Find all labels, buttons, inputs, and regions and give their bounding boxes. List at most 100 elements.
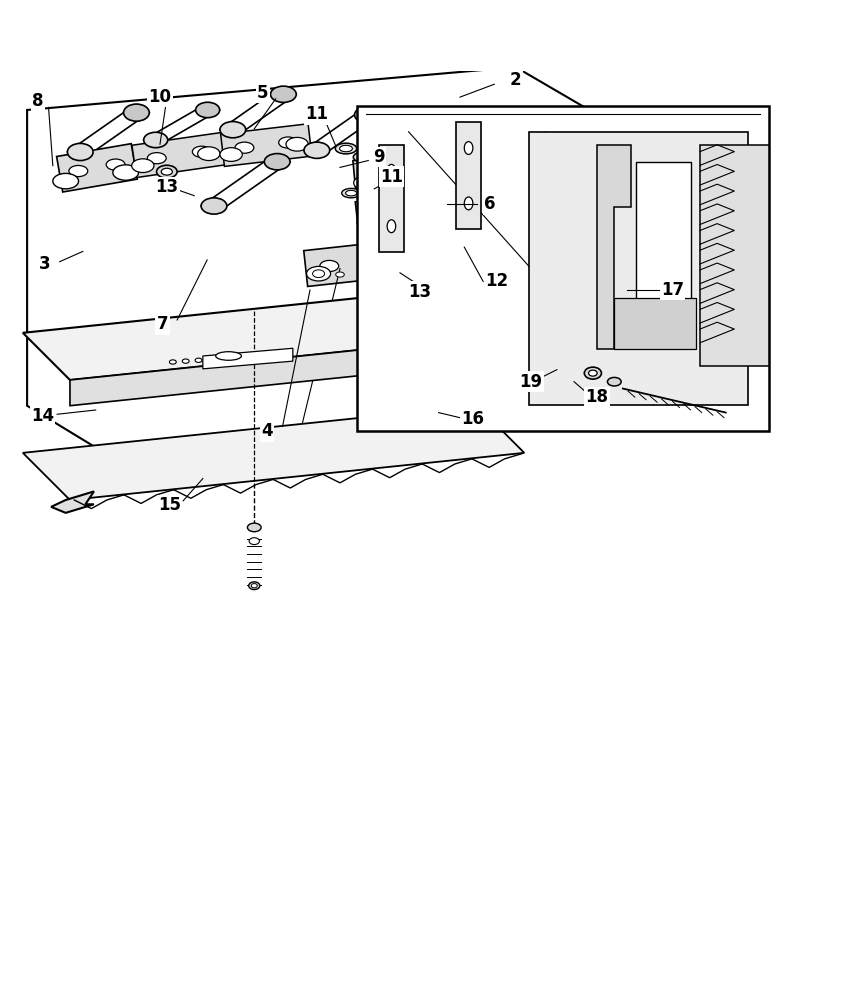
Ellipse shape bbox=[335, 272, 344, 277]
Polygon shape bbox=[23, 286, 525, 380]
Ellipse shape bbox=[358, 154, 371, 160]
Text: 7: 7 bbox=[157, 315, 169, 333]
Ellipse shape bbox=[427, 404, 438, 411]
Ellipse shape bbox=[370, 211, 389, 222]
Ellipse shape bbox=[387, 220, 396, 233]
Ellipse shape bbox=[264, 154, 290, 170]
Ellipse shape bbox=[419, 208, 441, 221]
Ellipse shape bbox=[220, 122, 246, 138]
Ellipse shape bbox=[359, 179, 372, 186]
Ellipse shape bbox=[363, 199, 374, 204]
Ellipse shape bbox=[195, 358, 202, 362]
Ellipse shape bbox=[162, 168, 172, 175]
Polygon shape bbox=[378, 145, 404, 252]
Ellipse shape bbox=[354, 107, 380, 123]
Ellipse shape bbox=[425, 211, 435, 218]
Ellipse shape bbox=[418, 169, 442, 183]
Ellipse shape bbox=[169, 360, 176, 364]
Ellipse shape bbox=[124, 104, 150, 121]
Ellipse shape bbox=[304, 142, 329, 158]
Polygon shape bbox=[614, 298, 696, 349]
Ellipse shape bbox=[340, 145, 353, 152]
Polygon shape bbox=[28, 67, 618, 466]
Ellipse shape bbox=[198, 147, 220, 161]
Ellipse shape bbox=[380, 223, 390, 229]
Text: 2: 2 bbox=[510, 71, 521, 89]
Ellipse shape bbox=[335, 143, 357, 154]
Ellipse shape bbox=[367, 255, 386, 266]
Ellipse shape bbox=[248, 523, 261, 532]
Text: 15: 15 bbox=[158, 496, 181, 514]
Polygon shape bbox=[355, 192, 449, 236]
Polygon shape bbox=[353, 152, 449, 196]
Ellipse shape bbox=[286, 137, 308, 151]
Ellipse shape bbox=[251, 584, 257, 588]
Ellipse shape bbox=[67, 143, 93, 161]
Ellipse shape bbox=[106, 159, 125, 170]
Polygon shape bbox=[529, 132, 748, 405]
Text: 13: 13 bbox=[156, 178, 178, 196]
Text: 11: 11 bbox=[380, 168, 403, 186]
Polygon shape bbox=[57, 144, 138, 192]
Text: 18: 18 bbox=[586, 388, 609, 406]
Ellipse shape bbox=[607, 377, 621, 386]
Text: 10: 10 bbox=[149, 88, 171, 106]
Text: 19: 19 bbox=[519, 373, 543, 391]
Ellipse shape bbox=[359, 197, 378, 206]
Ellipse shape bbox=[312, 270, 324, 278]
Ellipse shape bbox=[415, 206, 434, 217]
Ellipse shape bbox=[368, 171, 387, 182]
Text: 8: 8 bbox=[33, 92, 44, 110]
Text: 5: 5 bbox=[257, 84, 268, 102]
Ellipse shape bbox=[220, 148, 243, 161]
Text: 14: 14 bbox=[31, 407, 54, 425]
Ellipse shape bbox=[216, 352, 242, 360]
Bar bbox=[357, 106, 769, 431]
Ellipse shape bbox=[147, 153, 166, 164]
Ellipse shape bbox=[415, 167, 433, 178]
Ellipse shape bbox=[271, 86, 296, 102]
Ellipse shape bbox=[157, 165, 177, 178]
Ellipse shape bbox=[584, 367, 601, 379]
Ellipse shape bbox=[201, 198, 227, 214]
Text: 16: 16 bbox=[461, 410, 484, 428]
Text: 13: 13 bbox=[408, 283, 431, 301]
Ellipse shape bbox=[341, 188, 360, 198]
Ellipse shape bbox=[376, 220, 395, 232]
Ellipse shape bbox=[279, 137, 298, 148]
Ellipse shape bbox=[196, 102, 219, 118]
Ellipse shape bbox=[132, 159, 154, 173]
Ellipse shape bbox=[182, 359, 189, 363]
Ellipse shape bbox=[377, 261, 389, 269]
Ellipse shape bbox=[193, 146, 212, 157]
Polygon shape bbox=[70, 333, 525, 406]
Text: 12: 12 bbox=[485, 272, 508, 290]
Ellipse shape bbox=[306, 266, 330, 281]
Polygon shape bbox=[304, 240, 402, 286]
Ellipse shape bbox=[353, 152, 375, 162]
Ellipse shape bbox=[113, 165, 138, 180]
Polygon shape bbox=[700, 145, 769, 366]
Polygon shape bbox=[23, 406, 525, 500]
Polygon shape bbox=[636, 162, 691, 323]
Ellipse shape bbox=[320, 260, 339, 272]
Ellipse shape bbox=[588, 370, 597, 376]
Ellipse shape bbox=[69, 165, 88, 177]
Text: 6: 6 bbox=[484, 195, 495, 213]
Ellipse shape bbox=[52, 173, 78, 189]
Text: 17: 17 bbox=[661, 281, 685, 299]
Ellipse shape bbox=[387, 164, 396, 177]
Ellipse shape bbox=[235, 142, 254, 153]
Ellipse shape bbox=[371, 258, 395, 272]
Ellipse shape bbox=[424, 173, 436, 179]
Ellipse shape bbox=[464, 142, 473, 154]
Ellipse shape bbox=[144, 132, 168, 148]
Text: 4: 4 bbox=[261, 422, 273, 440]
Polygon shape bbox=[51, 491, 94, 513]
Polygon shape bbox=[221, 124, 312, 166]
Ellipse shape bbox=[353, 176, 378, 190]
Text: 11: 11 bbox=[305, 105, 329, 123]
Polygon shape bbox=[456, 122, 482, 229]
Text: 3: 3 bbox=[39, 255, 50, 273]
Text: 9: 9 bbox=[372, 148, 384, 166]
